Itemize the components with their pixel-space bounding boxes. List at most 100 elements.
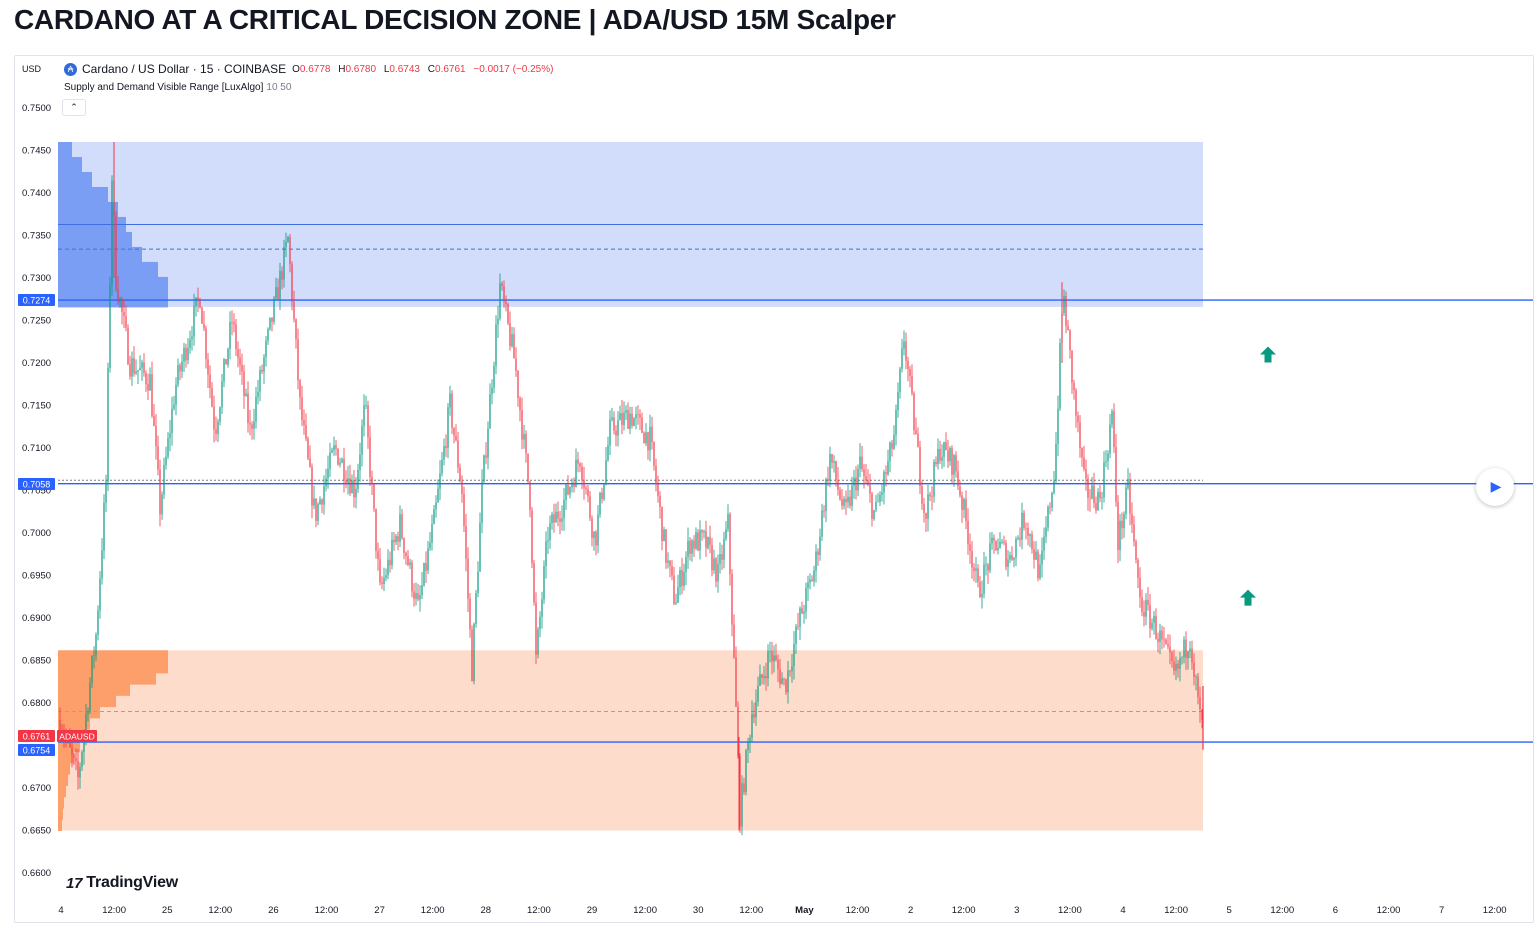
candle <box>551 511 553 530</box>
candle-body <box>583 480 585 488</box>
collapse-legend-button[interactable]: ⌃ <box>62 99 86 116</box>
candle-body <box>893 434 895 449</box>
candle-body <box>173 404 175 409</box>
y-tick-label: 0.6700 <box>22 783 51 794</box>
candle <box>181 354 183 379</box>
candle-body <box>263 357 265 372</box>
x-axis: 4 12:00 25 12:00 26 12:00 27 12:00 28 12:00 29 12:0… <box>58 905 1506 916</box>
candle-body <box>1003 541 1005 544</box>
candle-body <box>617 420 619 436</box>
candle <box>773 645 775 673</box>
candle <box>259 366 261 402</box>
candle-body <box>915 430 917 435</box>
candle-body <box>333 445 335 450</box>
candle-body <box>1033 549 1035 560</box>
candle <box>455 424 457 442</box>
price-label-box <box>18 744 55 756</box>
candle <box>767 644 769 687</box>
candle <box>509 311 511 351</box>
candle <box>527 453 529 484</box>
candle-body <box>553 514 555 523</box>
candle <box>1067 319 1069 331</box>
candle-body <box>353 480 355 498</box>
price-label-text: 0.7274 <box>23 296 51 306</box>
candle-body <box>435 502 437 510</box>
candle-body <box>59 720 61 734</box>
candle-body <box>931 496 933 498</box>
candle <box>205 325 207 369</box>
candle <box>97 605 99 641</box>
candle-body <box>625 410 627 413</box>
candle-body <box>247 393 249 423</box>
candle <box>793 631 795 680</box>
candle-body <box>395 536 397 543</box>
candle <box>529 480 531 518</box>
candle-body <box>707 537 709 548</box>
candle-body <box>821 510 823 537</box>
candle <box>483 454 485 485</box>
scroll-to-realtime-button[interactable]: ▶ <box>1476 468 1514 506</box>
candle-body <box>79 766 81 778</box>
candle <box>835 460 837 487</box>
candle <box>751 700 753 742</box>
candle <box>617 411 619 447</box>
candle <box>121 296 123 325</box>
demand-profile-bar <box>58 774 68 786</box>
candle-body <box>447 407 449 448</box>
candle <box>1025 522 1027 540</box>
y-tick-label: 0.7100 <box>22 443 51 454</box>
candle <box>289 234 291 273</box>
candle <box>271 317 273 332</box>
candle-body <box>629 413 631 429</box>
candle <box>463 486 465 532</box>
candle-body <box>861 456 863 470</box>
candle-body <box>1143 611 1145 617</box>
candle-body <box>77 761 79 778</box>
candle <box>693 535 695 557</box>
indicator-name[interactable]: Supply and Demand Visible Range [LuxAlgo… <box>64 82 264 93</box>
candle <box>1095 496 1097 514</box>
candle <box>505 295 507 312</box>
indicator-legend[interactable]: Supply and Demand Visible Range [LuxAlgo… <box>64 82 291 93</box>
candle-body <box>241 365 243 372</box>
symbol-legend[interactable]: ₳ Cardano / US Dollar · 15 · COINBASE O0… <box>64 61 553 77</box>
candle <box>969 533 971 564</box>
candle <box>845 490 847 515</box>
candle-body <box>653 442 655 466</box>
currency-label[interactable]: USD <box>22 64 42 74</box>
candle <box>407 549 409 567</box>
tradingview-logo[interactable]: 17 TradingView <box>66 874 178 892</box>
candle-body <box>671 566 673 576</box>
candle <box>137 370 139 384</box>
candle <box>481 469 483 534</box>
candle <box>441 451 443 477</box>
candle <box>687 527 689 569</box>
symbol-name[interactable]: Cardano / US Dollar · 15 · COINBASE <box>82 62 287 76</box>
candle-body <box>811 579 813 582</box>
y-tick-label: 0.6600 <box>22 868 51 879</box>
candle <box>329 442 331 477</box>
candle <box>199 297 201 309</box>
candle-body <box>387 559 389 576</box>
candle <box>915 417 917 435</box>
candle-body <box>607 445 609 461</box>
candle-body <box>221 381 223 408</box>
candle <box>327 455 329 489</box>
candle <box>487 421 489 470</box>
candle-body <box>627 410 629 429</box>
candle-body <box>339 462 341 465</box>
candle-body <box>261 369 263 372</box>
candle <box>759 664 761 686</box>
candle <box>771 641 773 675</box>
candle-body <box>783 678 785 680</box>
candle <box>843 496 845 510</box>
candle <box>587 485 589 503</box>
candle <box>231 310 233 336</box>
candle-body <box>693 540 695 549</box>
demand-profile-bar <box>58 751 74 764</box>
candle <box>153 403 155 427</box>
candle-body <box>325 478 327 487</box>
candle <box>753 702 755 724</box>
indicator-params: 10 50 <box>266 82 292 93</box>
